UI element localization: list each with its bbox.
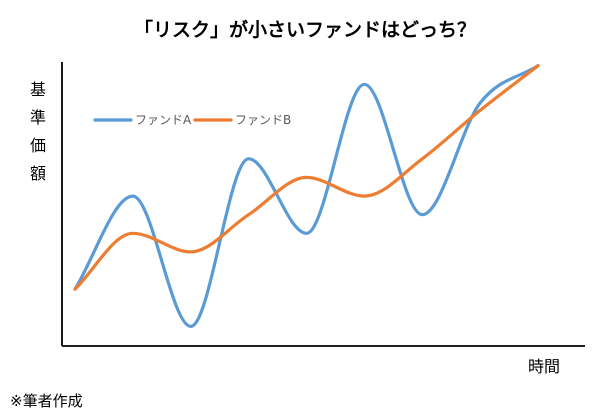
- legend: ファンドA ファンドB: [93, 113, 291, 127]
- source-note: ※筆者作成: [10, 392, 83, 410]
- series-layer: [73, 64, 540, 328]
- series-line-fund-a: [73, 64, 540, 328]
- series-line-fund-b: [73, 64, 540, 291]
- y-axis-label-text: 基準価額: [30, 80, 46, 183]
- legend-label-fund-a: ファンドA: [135, 113, 192, 127]
- legend-label-fund-b: ファンドB: [235, 113, 291, 127]
- x-axis-label: 時間: [528, 357, 560, 376]
- chart-title: 「リスク」が小さいファンドはどっち？: [134, 18, 476, 41]
- y-axis-label: 基準価額: [30, 80, 46, 183]
